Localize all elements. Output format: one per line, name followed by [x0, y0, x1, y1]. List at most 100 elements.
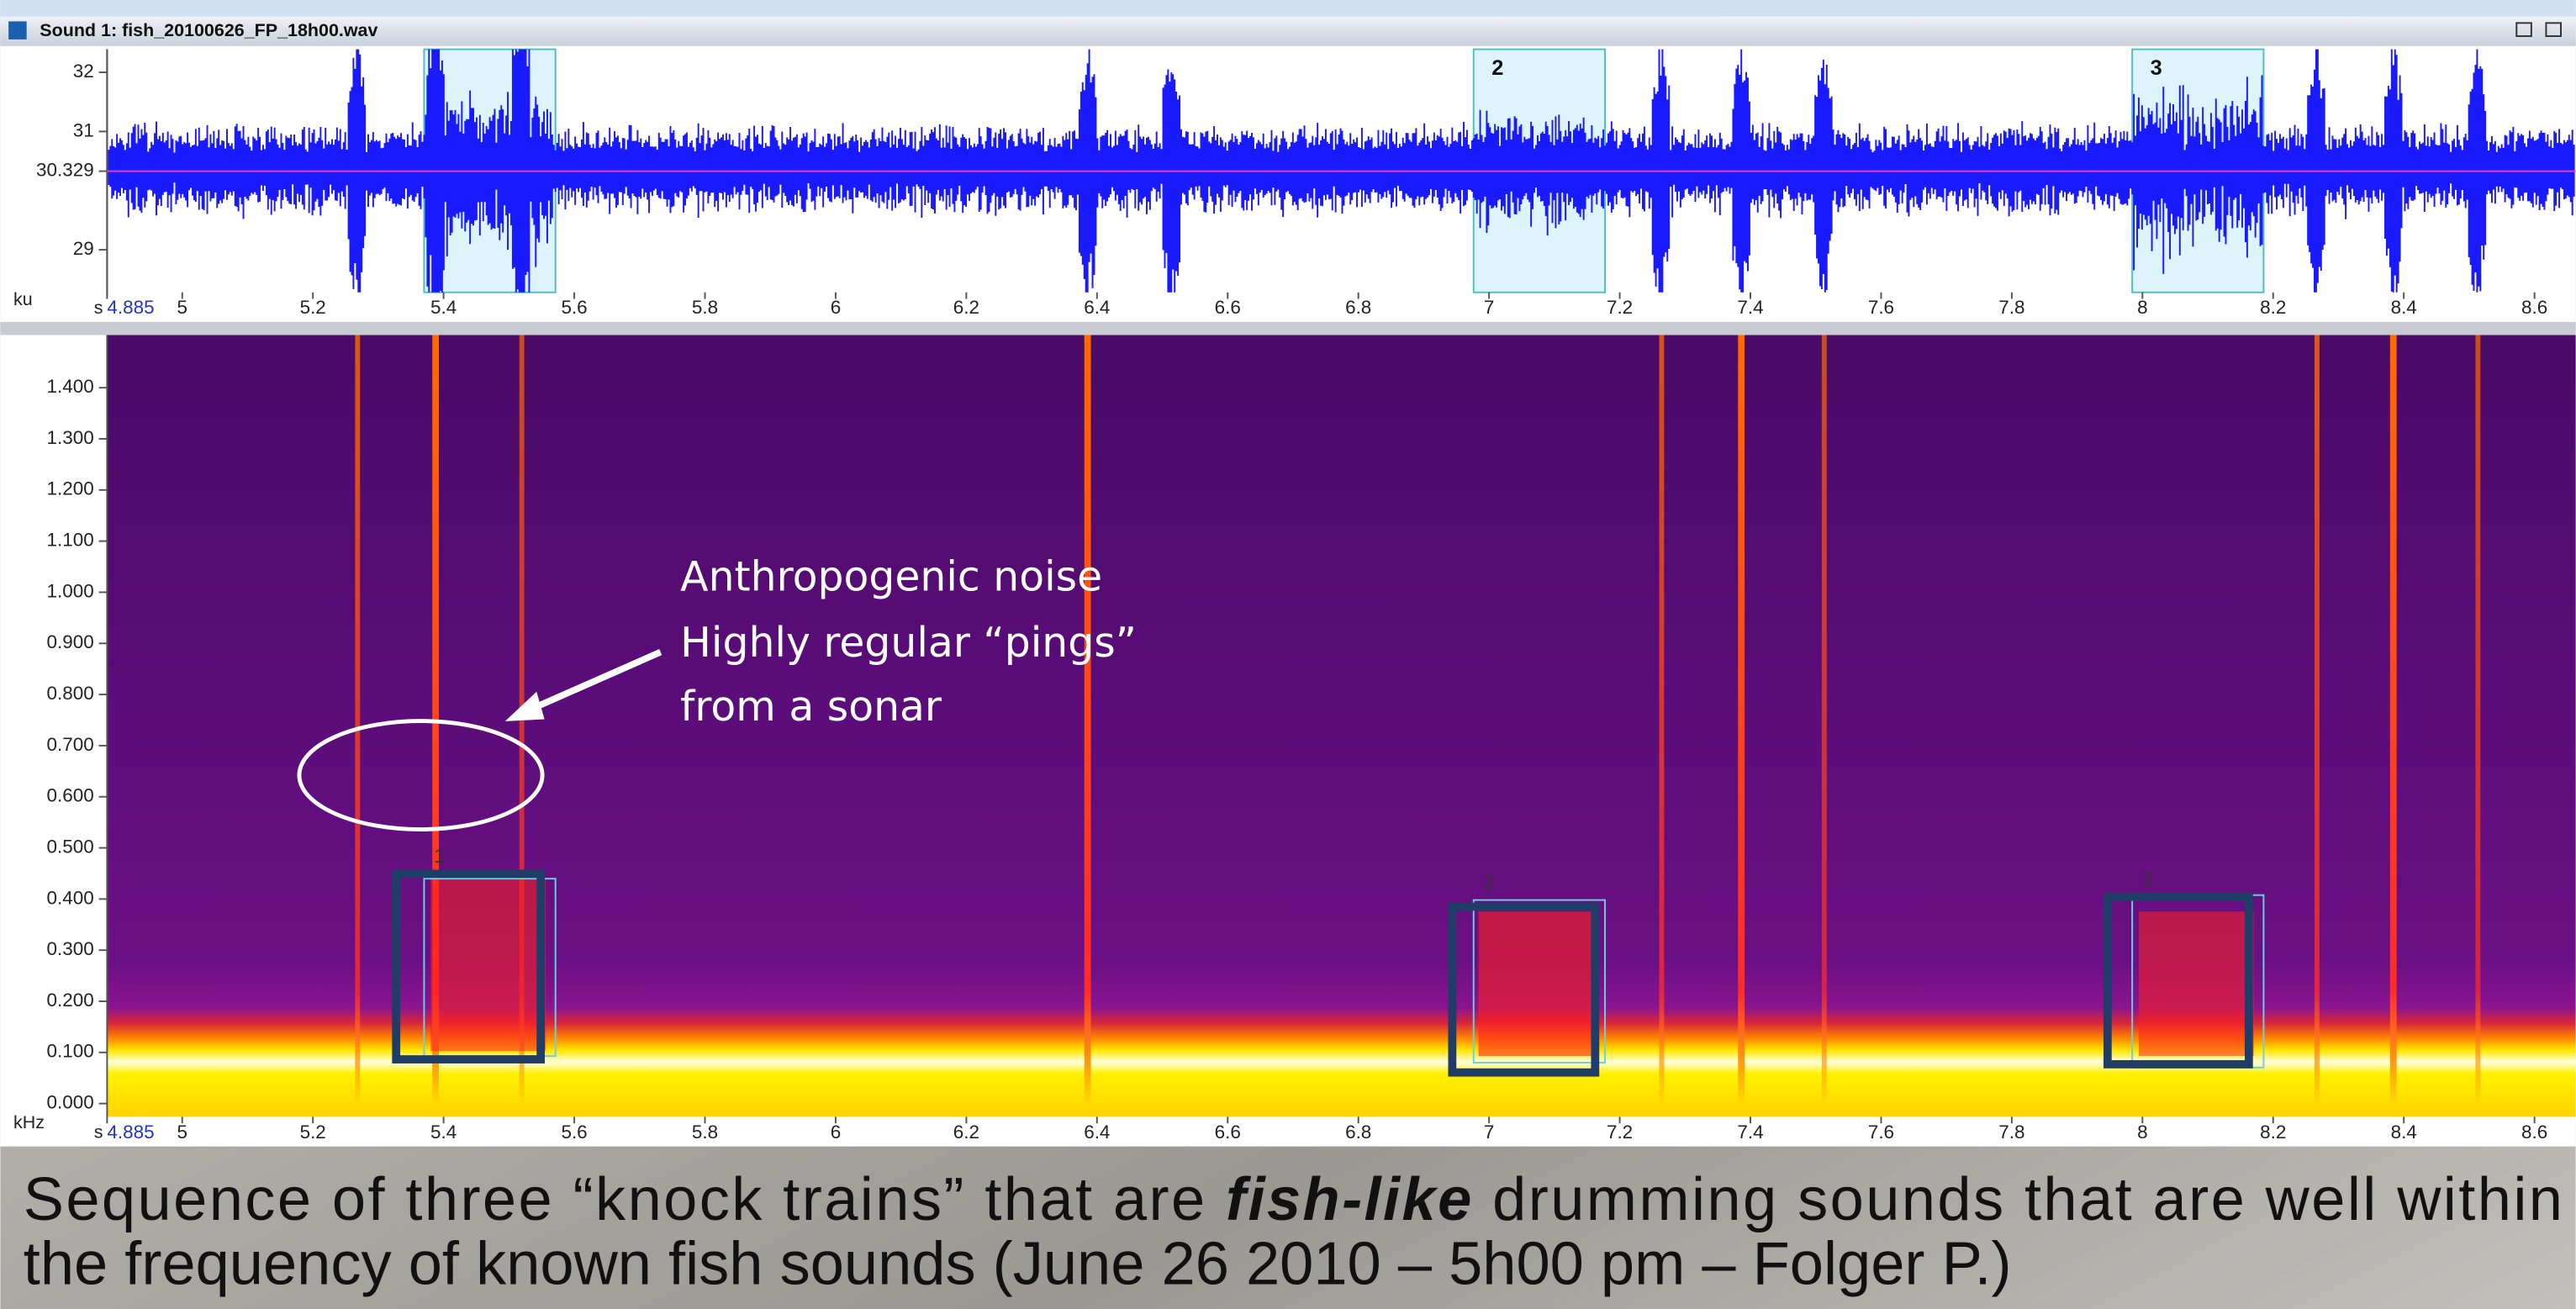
x-tick-label: 7	[1484, 1122, 1494, 1143]
highlight-box	[392, 869, 546, 1064]
x-tick-label: 5.4	[430, 1122, 457, 1143]
minimize-button[interactable]	[2515, 22, 2532, 37]
x-tick-label: 6.8	[1345, 1122, 1371, 1143]
y-tick-label: 31	[73, 119, 94, 140]
x-unit: s	[94, 298, 103, 318]
x-tick-label: 8.4	[2391, 297, 2417, 318]
ping	[355, 335, 361, 1107]
spectrogram-selections	[392, 869, 2265, 1077]
selection-label: 1	[434, 845, 445, 867]
y-tick-label: 0.300	[47, 938, 94, 959]
x-tick-label: 4.885	[107, 1122, 154, 1143]
selection-label: 2	[1491, 56, 1503, 80]
x-tick-label: 5.4	[430, 297, 457, 318]
selection-label: 2	[1483, 871, 1494, 893]
x-tick-label: 6.2	[953, 1122, 979, 1143]
annotation-line: Anthropogenic noise	[680, 553, 1102, 601]
maximize-button[interactable]	[2545, 22, 2562, 37]
x-unit: s	[94, 1122, 103, 1143]
knock-train	[430, 879, 546, 1052]
arrow-shaft	[521, 648, 662, 716]
y-tick-label: 1.400	[47, 376, 94, 397]
x-tick-label: 7	[1484, 297, 1494, 318]
ping	[1084, 335, 1091, 1107]
x-tick-label: 6.2	[953, 297, 979, 318]
y-tick-label: 0.700	[47, 734, 94, 755]
x-tick-label: 6.6	[1215, 1122, 1241, 1143]
x-tick-label: 5	[177, 1122, 188, 1143]
y-tick-label: 30.329	[36, 160, 94, 181]
y-tick-label: 0.900	[47, 631, 94, 652]
selection-box	[1472, 899, 1607, 1064]
x-tick-label: 6	[831, 297, 842, 318]
y-tick-label: 0.400	[47, 887, 94, 908]
highlight-box	[2103, 892, 2253, 1069]
x-tick-label: 8.2	[2260, 297, 2286, 318]
x-tick-label: 7.8	[1998, 297, 2024, 318]
y-tick-label: 1.000	[47, 580, 94, 601]
x-tick-label: 6.4	[1084, 1122, 1110, 1143]
caption-text: Sequence of three “knock trains” that ar…	[24, 1166, 1224, 1233]
caption-text: drumming sounds that are well within	[1474, 1166, 2563, 1233]
x-tick-label: 7.2	[1607, 1122, 1633, 1143]
arrow-head	[504, 691, 545, 721]
x-tick-label: 5.8	[692, 297, 718, 318]
caption-line: the frequency of known fish sounds (June…	[24, 1230, 2012, 1297]
x-tick-label: 8.6	[2521, 297, 2547, 318]
y-tick-label: 0.600	[47, 785, 94, 806]
x-tick-label: 7.4	[1737, 1122, 1763, 1143]
x-tick-label: 5.6	[561, 297, 587, 318]
x-tick-label: 6.4	[1084, 297, 1110, 318]
y-unit: ku	[13, 289, 33, 309]
x-tick-label: 5.8	[692, 1122, 718, 1143]
ping	[2314, 335, 2320, 1107]
ping	[2475, 335, 2481, 1107]
knock-train	[1478, 911, 1597, 1057]
title-bar	[0, 16, 2576, 46]
y-tick-label: 0.000	[47, 1092, 94, 1113]
x-tick-label: 5	[177, 297, 188, 318]
x-tick-label: 4.885	[107, 297, 154, 318]
y-tick-label: 0.500	[47, 836, 94, 857]
x-tick-label: 8	[2137, 1122, 2148, 1143]
knock-train	[2138, 911, 2254, 1057]
ping	[519, 335, 525, 1107]
window-icon	[8, 21, 27, 40]
selection-label: 3	[2142, 868, 2153, 889]
ping	[1738, 335, 1745, 1107]
highlight-ellipse	[297, 719, 545, 831]
x-tick-label: 7.4	[1737, 297, 1763, 318]
x-tick-label: 8.4	[2391, 1122, 2417, 1143]
x-tick-label: 6.6	[1215, 297, 1241, 318]
caption-emphasis: fish-like	[1226, 1166, 1471, 1233]
x-tick-label: 7.8	[1998, 1122, 2024, 1143]
x-tick-label: 8	[2137, 297, 2148, 318]
y-tick-label: 0.100	[47, 1041, 94, 1062]
x-tick-label: 5.6	[561, 1122, 587, 1143]
x-tick-label: 7.2	[1607, 297, 1633, 318]
x-tick-label: 6	[831, 1122, 842, 1143]
annotation-line: Highly regular “pings”	[680, 619, 1137, 667]
x-tick-label: 6.8	[1345, 297, 1371, 318]
panel-divider	[0, 321, 2576, 335]
y-tick-label: 29	[73, 238, 94, 259]
y-unit: kHz	[13, 1112, 45, 1132]
ping	[2389, 335, 2397, 1107]
caption-line: Sequence of three “knock trains” that ar…	[24, 1166, 2563, 1233]
x-tick-label: 8.2	[2260, 1122, 2286, 1143]
y-tick-label: 0.800	[47, 683, 94, 704]
x-tick-label: 7.6	[1868, 1122, 1894, 1143]
annotation-line: from a sonar	[680, 683, 942, 731]
x-tick-label: 5.2	[300, 297, 326, 318]
selection-label: 3	[2151, 56, 2162, 80]
x-tick-label: 7.6	[1868, 297, 1894, 318]
ping	[1821, 335, 1827, 1107]
window-title: Sound 1: fish_20100626_FP_18h00.wav	[40, 20, 377, 40]
fish-sounds	[430, 879, 2254, 1057]
highlight-box	[1448, 902, 1600, 1077]
x-tick-label: 5.2	[300, 1122, 326, 1143]
y-tick-label: 32	[73, 61, 94, 82]
y-tick-label: 1.300	[47, 427, 94, 448]
